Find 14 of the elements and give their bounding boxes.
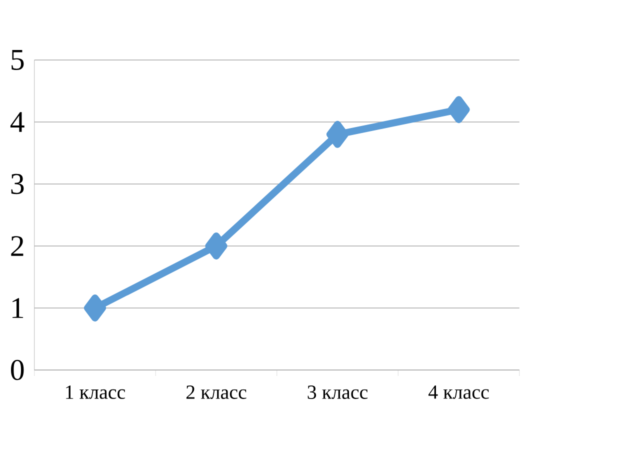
point <box>326 120 349 148</box>
point <box>84 294 106 322</box>
y-tick-label: 0 <box>10 360 24 380</box>
x-tick-label: 1 класс <box>66 386 126 399</box>
y-tick-label: 2 <box>11 236 24 256</box>
point <box>205 232 228 260</box>
x-tick-label: 4 класс <box>428 386 489 399</box>
point <box>448 96 470 124</box>
y-tick-label: 5 <box>12 50 24 70</box>
y-tick-label: 3 <box>11 174 24 194</box>
y-tick-label: 1 <box>12 298 24 318</box>
y-tick-label: 4 <box>10 112 24 132</box>
x-tick-label: 2 класс <box>186 386 246 399</box>
x-tick-label: 3 класс <box>308 386 368 399</box>
